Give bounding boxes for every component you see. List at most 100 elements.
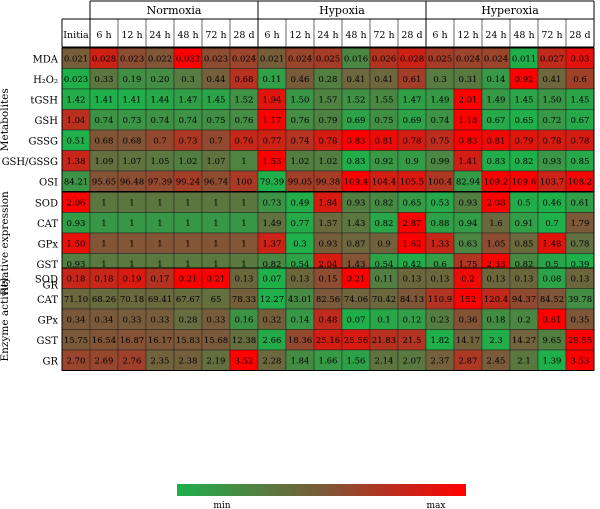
cell-value: 0.028 [92,55,116,65]
cell-value: 2.87 [403,219,422,229]
cell-value: 65 [211,295,222,305]
cell-value: 0.42 [403,260,422,270]
cell-value: 1 [129,240,134,250]
row-label: GST [36,336,58,347]
cell-value: 0.023 [64,75,88,85]
cell-value: 0.34 [67,316,86,326]
cell-value: 1.47 [179,96,198,106]
cell-value: 1 [241,219,246,229]
group-label-normoxia: Normoxia [147,4,202,17]
cell-value: 0.48 [319,316,338,326]
cell-value: 0.03 [571,55,590,65]
cell-value: 0.025 [316,55,340,65]
cell-value: 1 [241,199,246,209]
cell-value: 0.53 [431,199,450,209]
cell-value: 1.49 [431,96,450,106]
cell-value: 1.75 [459,260,478,270]
cell-value: 1.57 [319,96,338,106]
cell-value: 0.14 [291,316,310,326]
cell-value: 15.75 [64,336,88,346]
row-label: SOD [35,198,58,209]
cell-value: 1.45 [515,96,534,106]
cell-value: 0.21 [207,275,226,285]
cell-value: 109.2 [484,178,508,188]
cell-value: 0.021 [260,55,284,65]
cell-value: 1.49 [487,96,506,106]
column-header: 24 h [317,30,338,41]
cell-value: 16.54 [92,336,116,346]
cell-value: 0.73 [179,137,198,147]
cell-value: 0.74 [95,116,114,126]
cell-value: 0.7 [209,137,223,147]
cell-value: 0.16 [235,316,254,326]
row-label: GPx [38,239,59,250]
cell-value: 0.93 [319,240,338,250]
cell-value: 1.09 [95,157,114,167]
cell-value: 1 [213,240,218,250]
cell-value: 1 [101,240,106,250]
cell-value: 0.41 [375,75,394,85]
cell-value: 70.18 [120,295,144,305]
group-label-hypoxia: Hypoxia [319,4,365,17]
cell-value: 1.05 [487,240,506,250]
cell-value: 1.47 [403,96,422,106]
cell-value: 0.5 [545,260,559,270]
cell-value: 1 [101,260,106,270]
cell-value: 1 [101,199,106,209]
cell-value: 99.24 [176,178,200,188]
cell-value: 0.14 [487,75,506,85]
cell-value: 0.82 [375,219,394,229]
cell-value: 82.94 [456,178,480,188]
cell-value: 1.39 [543,357,562,367]
cell-value: 1.45 [207,96,226,106]
cell-value: 0.83 [347,137,366,147]
cell-value: 15.68 [204,336,228,346]
cell-value: 1.43 [347,260,366,270]
cell-value: 0.77 [291,219,310,229]
cell-value: 2.19 [207,357,226,367]
cell-value: 0.99 [431,157,450,167]
cell-value: 0.13 [291,275,310,285]
cell-value: 0.12 [403,316,422,326]
cell-value: 0.83 [487,157,506,167]
cell-value: 0.9 [377,240,391,250]
cell-value: 0.19 [123,275,142,285]
cell-value: 1.43 [347,219,366,229]
cell-value: 0.39 [571,260,590,270]
column-header: 24 h [485,30,506,41]
cell-value: 0.024 [484,55,508,65]
cell-value: 1 [185,199,190,209]
cell-value: 1.82 [431,336,450,346]
column-header: 28 d [569,30,590,41]
cell-value: 0.75 [375,116,394,126]
cell-value: 2.3 [489,336,503,346]
cell-value: 0.20 [151,75,170,85]
cell-value: 99.38 [316,178,340,188]
cell-value: 105.5 [400,178,424,188]
cell-value: 0.54 [291,260,310,270]
cell-value: 1 [129,260,134,270]
cell-value: 0.76 [235,116,254,126]
cell-value: 0.49 [291,199,310,209]
row-label: GR [42,356,58,367]
cell-value: 2.38 [179,357,198,367]
cell-value: 0.68 [235,75,254,85]
cell-value: 1.55 [375,96,394,106]
column-header: 28 d [401,30,422,41]
cell-value: 1.49 [263,219,282,229]
cell-value: 0.021 [64,55,88,65]
cell-value: 78.33 [232,295,256,305]
cell-value: 43.01 [288,295,312,305]
cell-value: 0.18 [67,275,86,285]
cell-value: 1.50 [543,96,562,106]
cell-value: 0.023 [120,55,144,65]
cell-value: 0.28 [179,316,198,326]
cell-value: 0.92 [515,75,534,85]
cell-value: 1 [157,240,162,250]
section-label: Metabolites [0,88,11,151]
cell-value: 95.65 [92,178,116,188]
cell-value: 2.35 [151,357,170,367]
cell-value: 0.78 [571,240,590,250]
cell-value: 0.024 [232,55,256,65]
row-label: GST [36,260,58,271]
